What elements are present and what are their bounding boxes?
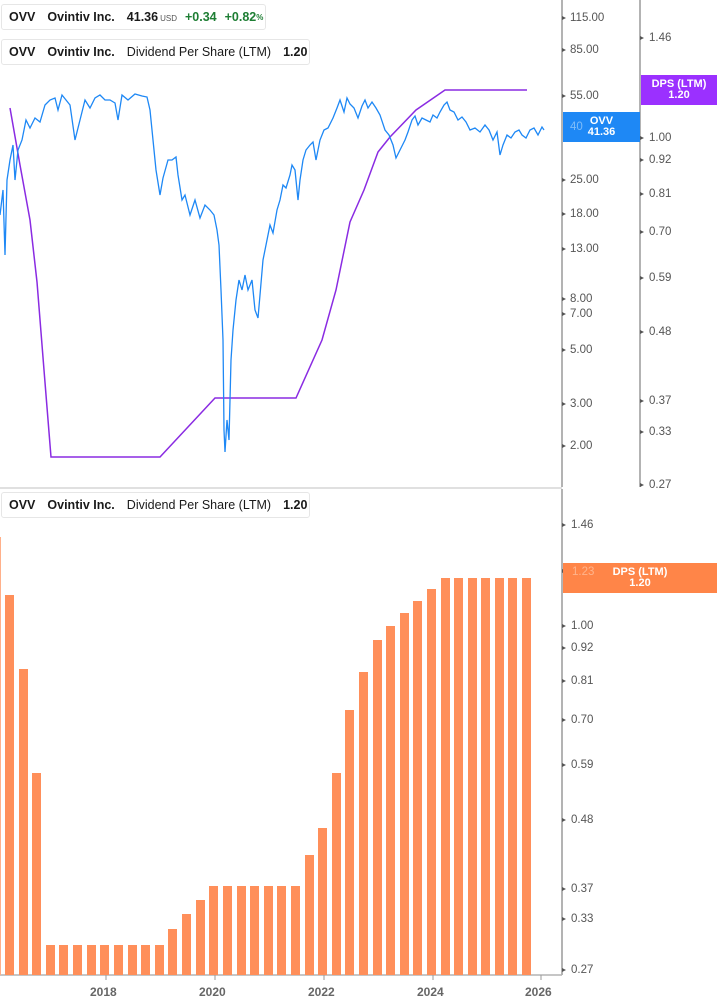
price-tick: 85.00: [570, 44, 599, 56]
dps-legend-bottom[interactable]: OVV Ovintiv Inc. Dividend Per Share (LTM…: [1, 492, 310, 518]
legend-company-name: Ovintiv Inc.: [47, 498, 115, 512]
price-tick: 7.00: [570, 308, 593, 320]
dps-tick: 1.46: [649, 32, 672, 44]
dps-tick: 0.27: [571, 964, 594, 976]
dps-tick: 0.81: [571, 675, 594, 687]
price-tick: 13.00: [570, 243, 599, 255]
dps-badge-bottom: 1.23 DPS (LTM) 1.20: [563, 563, 717, 593]
legend-ticker: OVV: [9, 10, 36, 24]
legend-pct-sign: %: [256, 12, 264, 22]
x-tick: 2020: [199, 985, 226, 999]
price-tick: 5.00: [570, 344, 593, 356]
dps-badge-value: 1.20: [668, 89, 690, 101]
x-tick: 2024: [417, 985, 444, 999]
legend-value: 1.20: [283, 45, 308, 59]
price-line: [0, 93, 545, 453]
dps-tick: 0.33: [649, 426, 672, 438]
dps-tick: 1.46: [571, 519, 594, 531]
price-tick: 3.00: [570, 398, 593, 410]
price-tick: 25.00: [570, 174, 599, 186]
legend-company-name: Ovintiv Inc.: [47, 10, 115, 24]
dps-badge-label: DPS (LTM): [651, 78, 707, 90]
dps-tick: 0.48: [571, 814, 594, 826]
dps-tick: 0.59: [649, 272, 672, 284]
dps-tick: 0.37: [571, 883, 594, 895]
price-badge: 40 OVV 41.36: [563, 112, 640, 142]
price-badge-label: OVV: [589, 115, 614, 127]
price-legend[interactable]: OVV Ovintiv Inc. 41.36 USD +0.34 +0.82%: [1, 4, 266, 30]
x-tick: 2022: [308, 985, 335, 999]
legend-currency: USD: [160, 14, 177, 23]
dps-bars: [0, 537, 531, 975]
legend-ticker: OVV: [9, 498, 36, 512]
legend-ticker: OVV: [9, 45, 36, 59]
price-badge-value: 41.36: [587, 126, 616, 138]
legend-change-pct: +0.82: [224, 10, 257, 24]
dps-tick: 0.92: [649, 154, 672, 166]
dps-tick: 0.37: [649, 395, 672, 407]
dps-tick: 1.00: [571, 620, 594, 632]
dps-badge-top: DPS (LTM) 1.20: [641, 75, 717, 105]
dps-tick: 0.70: [571, 714, 594, 726]
dps-tick: 0.33: [571, 913, 594, 925]
legend-metric: Dividend Per Share (LTM): [126, 498, 272, 512]
legend-metric: Dividend Per Share (LTM): [126, 45, 272, 59]
dps-badge-value: 1.20: [629, 577, 651, 589]
dps-tick: 0.48: [649, 326, 672, 338]
price-tick: 2.00: [570, 440, 593, 452]
dps-tick: 0.92: [571, 642, 594, 654]
price-tick: 55.00: [570, 90, 599, 102]
price-tick: 18.00: [570, 208, 599, 220]
price-tick: 115.00: [570, 12, 605, 24]
price-tick: 8.00: [570, 293, 593, 305]
dps-tick: 0.81: [649, 188, 672, 200]
legend-company-name: Ovintiv Inc.: [47, 45, 115, 59]
legend-change: +0.34: [184, 10, 217, 24]
legend-price: 41.36: [126, 10, 159, 24]
legend-value: 1.20: [283, 498, 308, 512]
dps-tick-hidden: 1.23: [572, 566, 595, 578]
dps-line: [9, 89, 527, 458]
dps-badge-label: DPS (LTM): [612, 566, 668, 578]
dps-tick: 1.00: [649, 132, 672, 144]
price-tick-hidden: 40: [570, 121, 583, 133]
x-tick: 2026: [525, 985, 552, 999]
dps-tick: 0.27: [649, 479, 672, 491]
dps-tick: 0.59: [571, 759, 594, 771]
x-tick: 2018: [90, 985, 117, 999]
dps-legend-top[interactable]: OVV Ovintiv Inc. Dividend Per Share (LTM…: [1, 39, 310, 65]
dps-tick: 0.70: [649, 226, 672, 238]
